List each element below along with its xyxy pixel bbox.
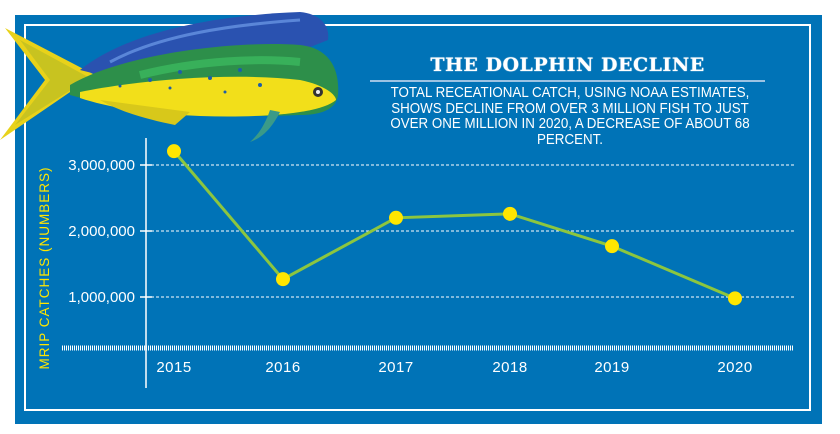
x-tick-label: 2018 bbox=[492, 359, 527, 376]
mahi-mahi-fish-illustration bbox=[0, 12, 339, 142]
y-tick-label: 1,000,000 bbox=[68, 289, 135, 306]
y-axis-label: MRIP CATCHES (NUMBERS) bbox=[37, 166, 52, 369]
x-tick-label: 2019 bbox=[594, 359, 629, 376]
chart-border bbox=[24, 24, 811, 411]
chart-subtitle: TOTAL RECEATIONAL CATCH, USING NOAA ESTI… bbox=[390, 85, 750, 148]
x-tick-label: 2020 bbox=[717, 359, 752, 376]
x-tick-label: 2015 bbox=[156, 359, 191, 376]
title-divider bbox=[370, 80, 765, 82]
series-line bbox=[172, 150, 736, 300]
data-point-2017 bbox=[389, 210, 403, 225]
x-tick-label: 2017 bbox=[378, 359, 413, 376]
data-point-2015 bbox=[167, 144, 181, 159]
chart-title: THE DOLPHIN DECLINE bbox=[430, 54, 705, 76]
data-point-2018 bbox=[503, 206, 517, 221]
data-point-2019 bbox=[605, 239, 619, 254]
data-point-2020 bbox=[728, 291, 742, 306]
y-tick-label: 2,000,000 bbox=[68, 223, 135, 240]
x-tick-label: 2016 bbox=[265, 359, 300, 376]
y-tick-label: 3,000,000 bbox=[68, 157, 135, 174]
data-point-2016 bbox=[276, 272, 290, 287]
